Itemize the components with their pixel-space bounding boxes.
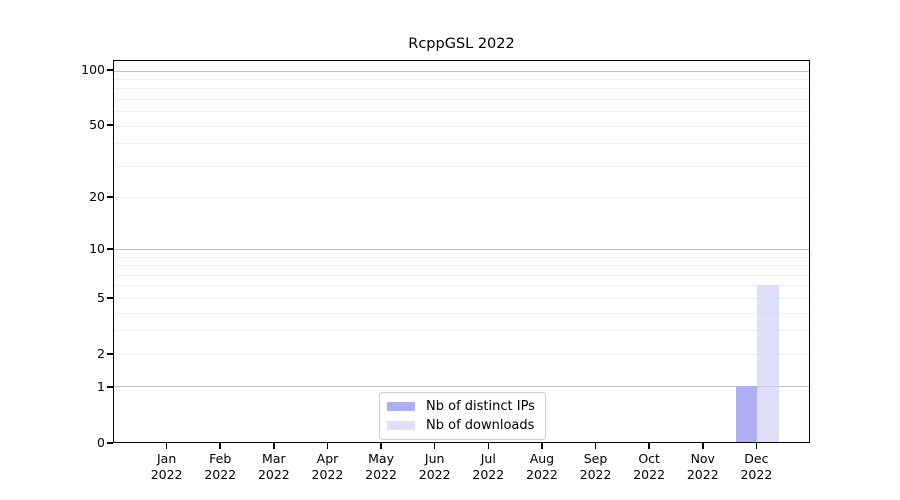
y-tick [106,124,113,126]
minor-gridline [114,297,809,299]
x-tick [541,443,543,449]
x-tick-label: Nov 2022 [686,451,719,482]
minor-gridline [114,143,809,145]
y-tick-label: 1 [97,378,105,394]
x-tick [326,443,329,449]
x-tick [165,443,168,449]
x-tick-label: Feb 2022 [204,451,237,482]
legend-swatch-distinct-ips [387,401,415,412]
minor-gridline [114,125,809,127]
y-tick-label: 50 [89,117,105,133]
y-tick-label: 2 [97,346,105,362]
x-tick [273,443,275,449]
minor-gridline [114,165,809,167]
x-tick-label: Sep 2022 [579,451,612,482]
x-tick [380,443,382,449]
x-tick-label: Jan 2022 [150,451,183,482]
x-tick [433,443,436,449]
minor-gridline [114,274,809,276]
plot-area: Nb of distinct IPs Nb of downloads [113,60,810,443]
major-gridline [114,249,809,251]
y-tick [106,297,113,299]
x-tick [219,443,222,449]
minor-gridline [114,111,809,113]
y-tick [106,196,113,198]
minor-gridline [114,88,809,90]
legend-item: Nb of downloads [387,416,535,435]
x-tick-label: Dec 2022 [740,451,773,482]
legend-item: Nb of distinct IPs [387,397,535,416]
x-tick-label: Apr 2022 [311,451,344,482]
minor-gridline [114,79,809,81]
x-tick-label: Jul 2022 [472,451,505,482]
x-tick-label: Mar 2022 [257,451,290,482]
y-tick-label: 10 [89,241,105,257]
major-gridline [114,386,809,388]
y-tick-label: 5 [97,290,105,306]
x-tick [594,443,597,449]
y-tick-label: 0 [97,435,105,450]
y-tick [106,442,113,444]
x-tick-label: May 2022 [365,451,397,482]
x-tick [648,443,650,449]
minor-gridline [114,285,809,287]
minor-gridline [114,99,809,101]
x-tick-label: Oct 2022 [633,451,666,482]
minor-gridline [114,256,809,258]
y-tick [106,68,113,71]
chart-title: RcppGSL 2022 [408,36,515,52]
y-tick-label: 20 [89,188,105,204]
minor-gridline [114,312,809,314]
minor-gridline [114,353,809,355]
minor-gridline [114,330,809,332]
x-tick [755,443,758,449]
bar-downloads [757,285,779,442]
y-tick [106,386,113,388]
x-tick-label: Aug 2022 [526,451,558,482]
y-tick [106,248,113,250]
legend-label: Nb of distinct IPs [426,399,535,414]
minor-gridline [114,265,809,267]
y-tick-label: 100 [81,61,105,77]
minor-gridline [114,197,809,199]
major-gridline [114,70,809,72]
bar-distinct-ips [735,386,758,442]
y-tick [106,353,113,355]
x-tick-label: Jun 2022 [418,451,451,482]
legend: Nb of distinct IPs Nb of downloads [379,392,546,440]
legend-swatch-downloads [387,420,415,431]
x-tick [487,443,490,449]
x-tick [701,443,704,449]
legend-label: Nb of downloads [426,418,535,433]
